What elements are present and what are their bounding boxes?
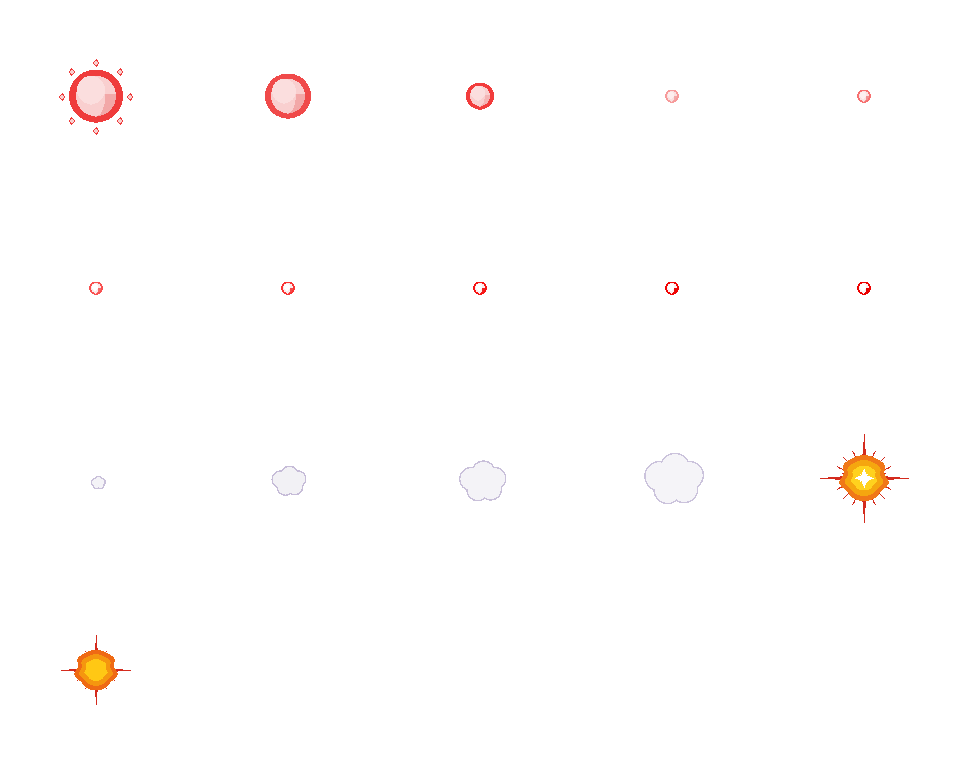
sprite-frame-smoke-puff-small[interactable] <box>193 384 385 576</box>
muzzle-flash-orb-tiny-icon <box>857 90 871 103</box>
sprite-frame-spark-dot-4[interactable] <box>576 192 768 384</box>
muzzle-flash-orb-medium-icon <box>466 83 494 110</box>
spark-dot-1-icon <box>89 282 103 295</box>
sprite-frame-muzzle-flash-burst-large[interactable] <box>0 0 192 192</box>
sprite-frame-spark-dot-3[interactable] <box>384 192 576 384</box>
sprite-frame-muzzle-flash-orb-large[interactable] <box>192 0 384 192</box>
sprite-frame-smoke-puff-medium[interactable] <box>387 384 579 576</box>
sprite-frame-spark-dot-5[interactable] <box>768 192 960 384</box>
spark-dot-4-icon <box>665 282 679 295</box>
sprite-frame-smoke-puff-tiny[interactable] <box>2 386 194 578</box>
sprite-frame-muzzle-flash-orb-tiny[interactable] <box>768 0 960 192</box>
spark-dot-3-icon <box>473 282 487 295</box>
sprite-frame-explosion-burst-spiky[interactable] <box>768 382 960 574</box>
sprite-frame-smoke-puff-large[interactable] <box>579 382 771 574</box>
explosion-burst-compact-icon <box>61 635 131 705</box>
sprite-frame-muzzle-flash-orb-medium[interactable] <box>384 0 576 192</box>
smoke-puff-small-icon <box>270 465 306 496</box>
sprite-frame-spark-dot-1[interactable] <box>0 192 192 384</box>
muzzle-flash-orb-large-icon <box>265 74 311 119</box>
explosion-burst-spiky-icon <box>820 434 909 523</box>
muzzle-flash-orb-small-icon <box>665 90 679 103</box>
smoke-puff-tiny-icon <box>90 475 106 489</box>
sprite-frame-spark-dot-2[interactable] <box>192 192 384 384</box>
smoke-puff-medium-icon <box>458 459 506 501</box>
sprite-frame-muzzle-flash-orb-small[interactable] <box>576 0 768 192</box>
smoke-puff-large-icon <box>644 453 704 504</box>
sprite-frame-explosion-burst-compact[interactable] <box>0 574 192 766</box>
spark-dot-5-icon <box>857 282 871 295</box>
spark-dot-2-icon <box>281 282 295 295</box>
muzzle-flash-burst-large-icon <box>59 59 133 135</box>
